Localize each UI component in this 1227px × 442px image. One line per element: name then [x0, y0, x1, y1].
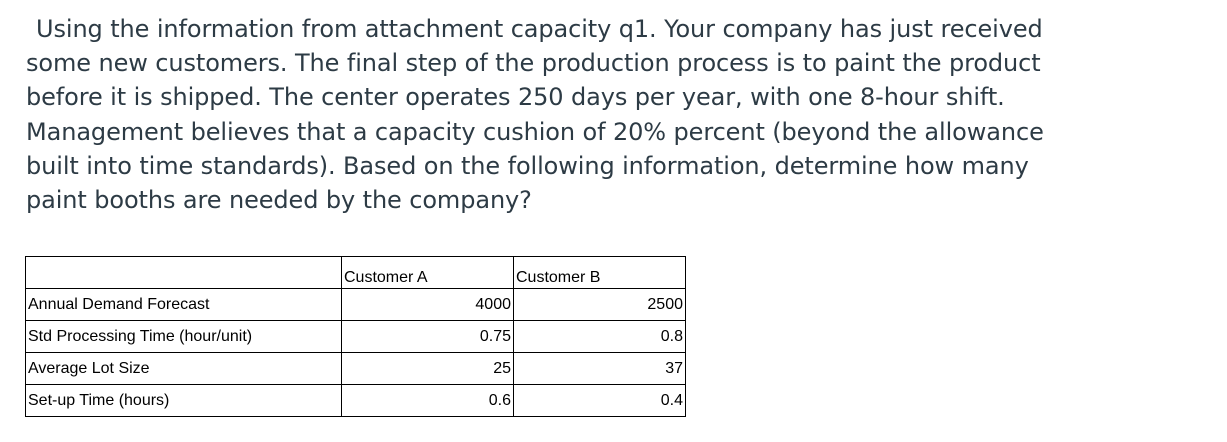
customer-b-value: 0.8	[513, 320, 686, 353]
header-empty-cell	[25, 256, 342, 289]
data-table: Customer A Customer B Annual Demand Fore…	[25, 256, 686, 417]
header-customer-b: Customer B	[513, 256, 686, 289]
question-line: Using the information from attachment ca…	[36, 15, 1043, 43]
row-label: Std Processing Time (hour/unit)	[25, 320, 342, 353]
table-header-row: Customer A Customer B	[25, 256, 686, 289]
row-label: Annual Demand Forecast	[25, 288, 342, 321]
question-line: before it is shipped. The center operate…	[26, 83, 1005, 112]
question-line: paint booths are needed by the company?	[26, 186, 532, 215]
header-customer-a: Customer A	[341, 256, 514, 289]
customer-a-value: 4000	[341, 288, 514, 321]
table-row: Annual Demand Forecast 4000 2500	[25, 288, 686, 321]
question-line: Management believes that a capacity cush…	[26, 117, 1044, 146]
row-label: Set-up Time (hours)	[25, 384, 342, 417]
customer-b-value: 37	[513, 352, 686, 385]
table-row: Std Processing Time (hour/unit) 0.75 0.8	[25, 320, 686, 353]
row-label: Average Lot Size	[25, 352, 342, 385]
customer-a-value: 0.6	[341, 384, 514, 417]
table-row: Set-up Time (hours) 0.6 0.4	[25, 384, 686, 417]
customer-b-value: 0.4	[513, 384, 686, 417]
question-line: some new customers. The final step of th…	[26, 49, 1041, 78]
customer-b-value: 2500	[513, 288, 686, 321]
table-row: Average Lot Size 25 37	[25, 352, 686, 385]
question-text: Using the information from attachment ca…	[26, 12, 1206, 217]
question-line: built into time standards). Based on the…	[26, 151, 1029, 180]
customer-a-value: 25	[341, 352, 514, 385]
customer-a-value: 0.75	[341, 320, 514, 353]
